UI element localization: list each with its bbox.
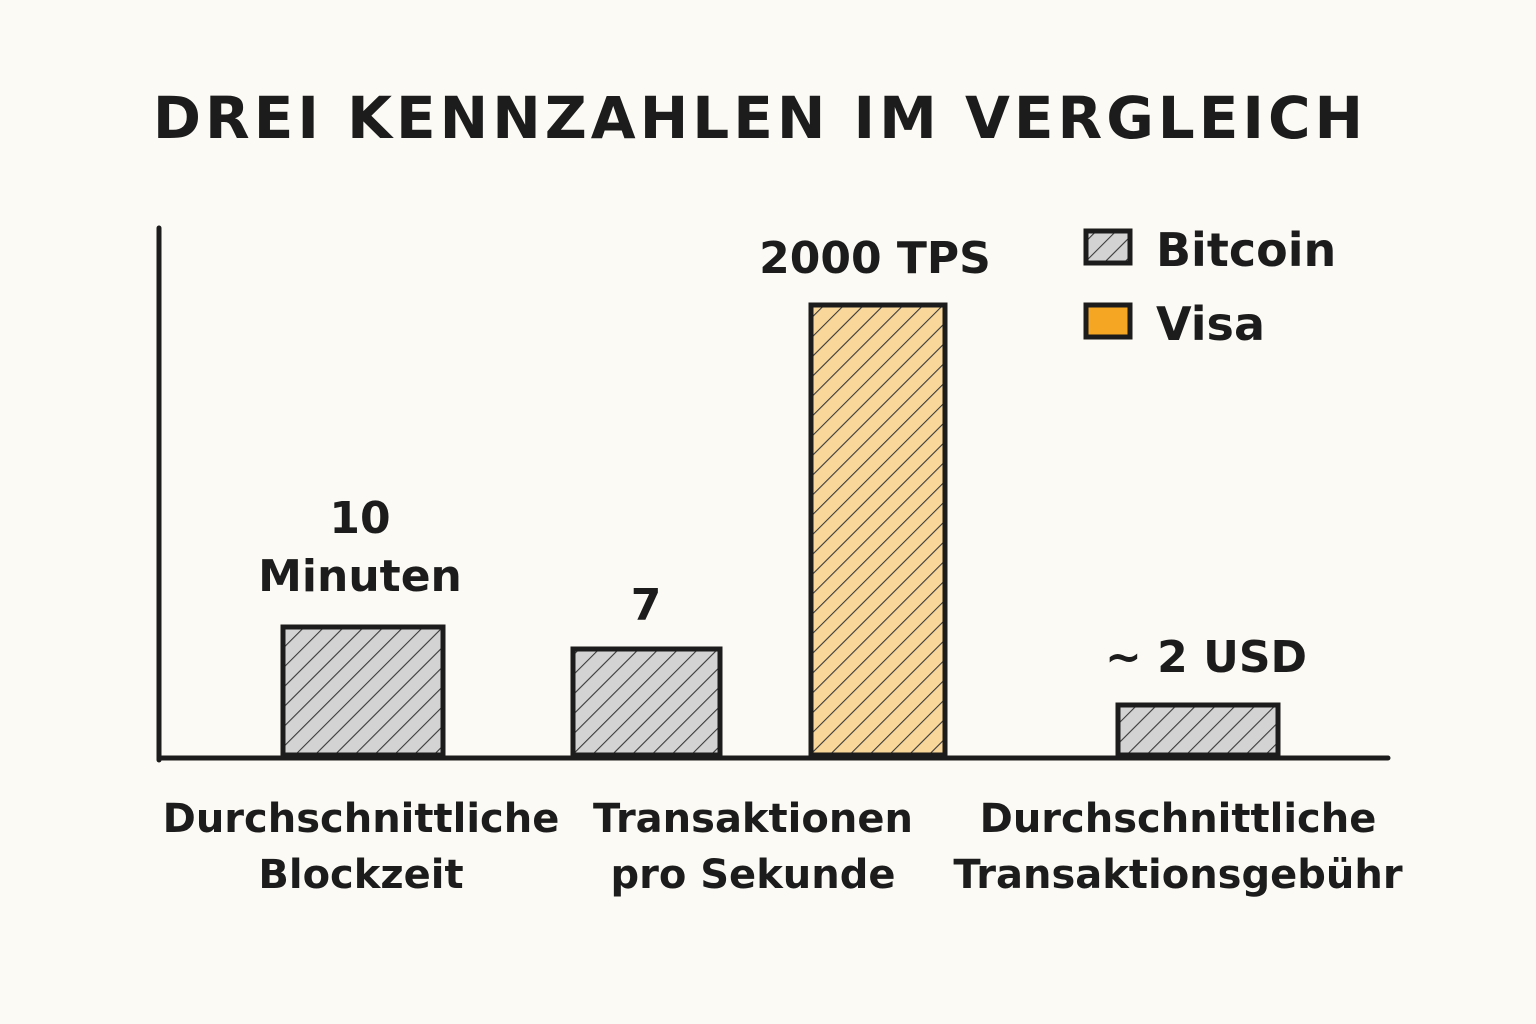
legend-swatch-bitcoin <box>1083 228 1133 266</box>
value-label-bitcoin-2: ~ 2 USD <box>1105 632 1307 683</box>
legend: Bitcoin Visa <box>1083 223 1336 351</box>
bar-bitcoin-2 <box>1115 702 1281 758</box>
legend-label-visa: Visa <box>1156 297 1265 351</box>
value-label-visa-1: 2000 TPS <box>759 233 991 284</box>
category-label-2: Durchschnittliche Transaktionsgebühr <box>953 796 1402 898</box>
value-label-bitcoin-1: 7 <box>631 580 662 631</box>
category-label-1: Transaktionen pro Sekunde <box>593 796 913 898</box>
bar-bitcoin-1 <box>570 646 723 758</box>
category-labels: Durchschnittliche Blockzeit Transaktionen p… <box>163 796 1403 898</box>
value-labels: 10 Minuten 7 2000 TPS ~ 2 USD <box>258 233 1307 683</box>
chart-title: DREI KENNZAHLEN IM VERGLEICH <box>153 84 1367 152</box>
value-label-bitcoin-0: 10 Minuten <box>258 493 462 602</box>
bars <box>280 302 1281 758</box>
bar-visa-1 <box>808 302 948 758</box>
category-label-0: Durchschnittliche Blockzeit <box>163 796 560 898</box>
bar-bitcoin-0 <box>280 624 446 758</box>
legend-label-bitcoin: Bitcoin <box>1156 223 1336 277</box>
legend-swatch-visa <box>1083 302 1133 340</box>
